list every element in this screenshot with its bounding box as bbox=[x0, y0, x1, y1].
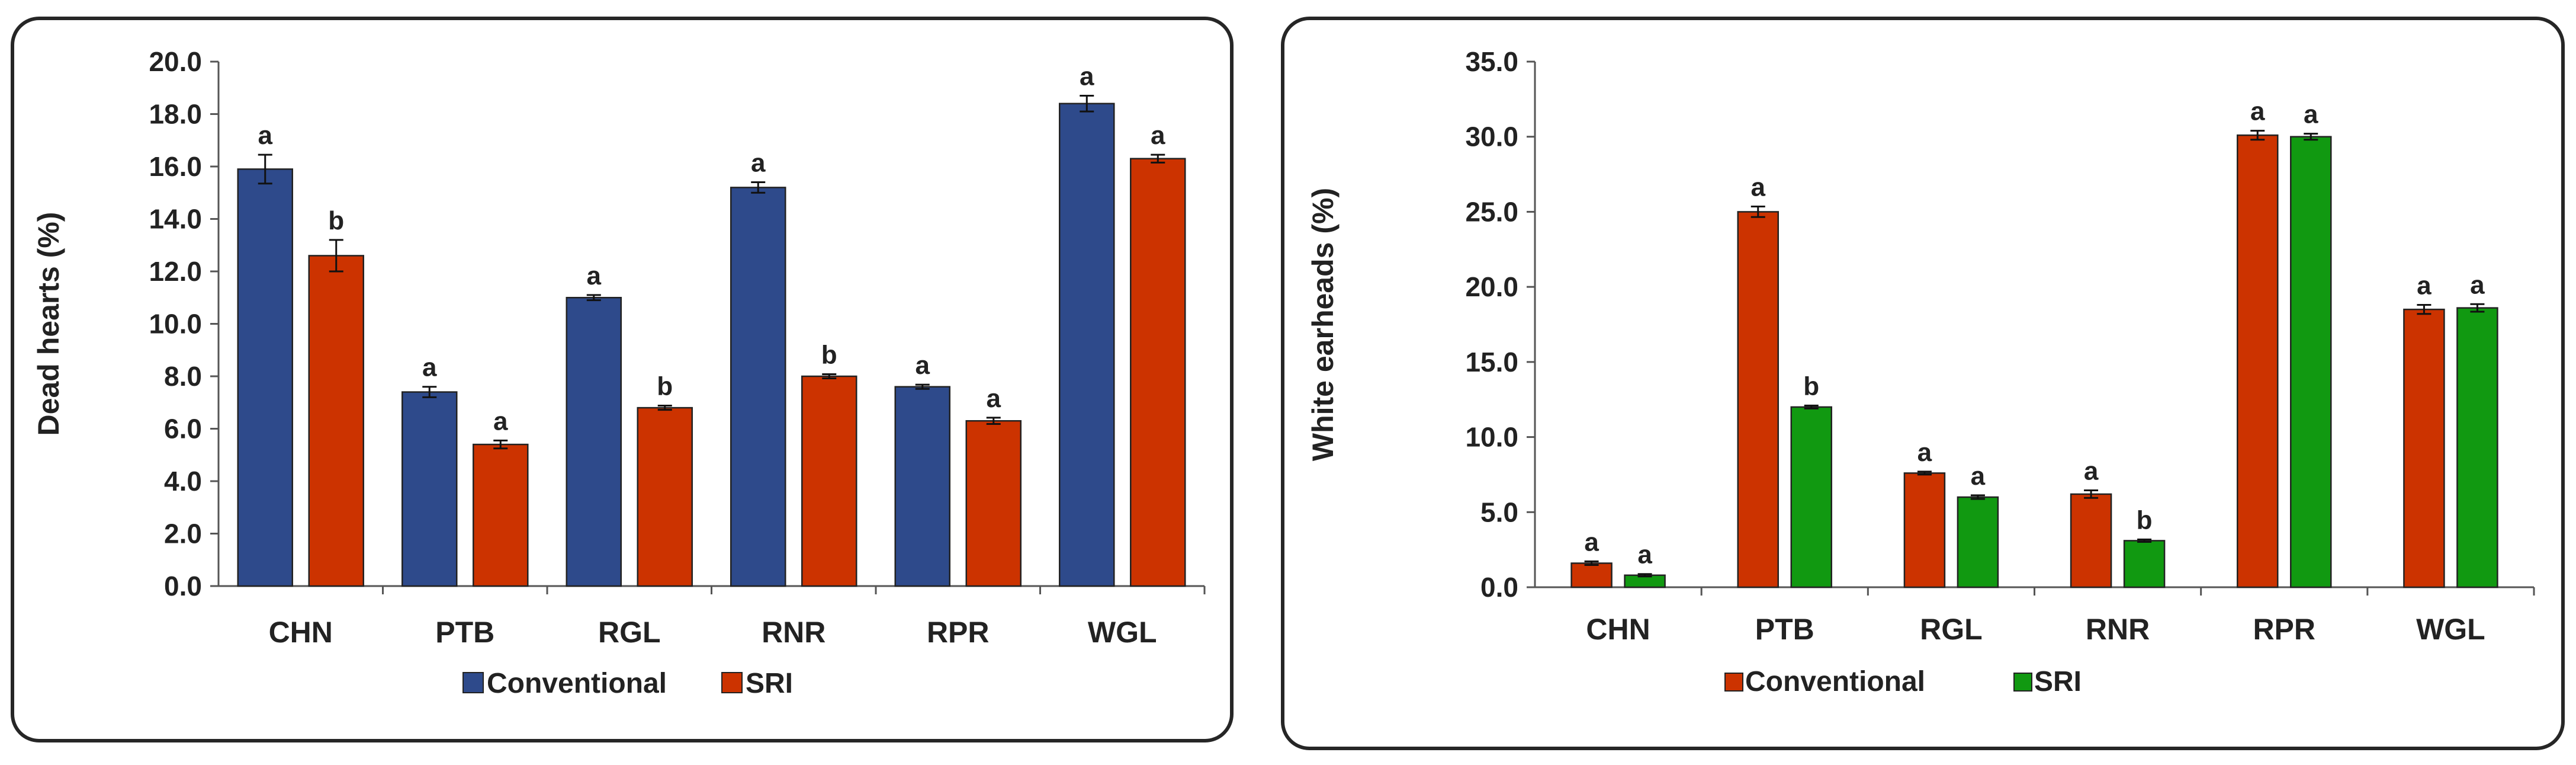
significance-letter: a bbox=[2250, 97, 2265, 126]
bar-conventional-chn bbox=[1570, 562, 1613, 588]
y-tick-label: 10.0 bbox=[149, 309, 202, 340]
significance-letter: a bbox=[587, 261, 602, 290]
bar-sri-wgl bbox=[2456, 307, 2498, 588]
y-tick-label: 18.0 bbox=[149, 99, 202, 130]
bar-conventional-rnr bbox=[730, 187, 786, 587]
bar-conventional-ptb bbox=[402, 391, 458, 587]
x-category-label: RNR bbox=[2086, 613, 2150, 646]
legend-label-sri: SRI bbox=[2034, 666, 2082, 697]
significance-letter: a bbox=[2417, 271, 2432, 300]
significance-letter: a bbox=[987, 384, 1001, 413]
x-category-label: RPR bbox=[2253, 613, 2315, 646]
significance-letter: a bbox=[2470, 270, 2485, 299]
x-category-label: RPR bbox=[927, 616, 990, 649]
significance-letter: a bbox=[1151, 121, 1165, 150]
significance-letter: b bbox=[2137, 505, 2153, 534]
x-category-label: CHN bbox=[1586, 613, 1650, 646]
dead-hearts-chart-panel: 0.0 2.0 4.0 6.0 8.0 10.0 12.0 14.0 16.0 18.0 20.0 D… bbox=[11, 17, 1234, 742]
bar-sri-rpr bbox=[2290, 136, 2332, 588]
y-tick-label: 0.0 bbox=[1480, 572, 1518, 603]
bar-sri-ptb bbox=[473, 443, 529, 587]
x-category-label: RGL bbox=[598, 616, 661, 649]
legend-swatch-conventional bbox=[462, 672, 484, 693]
y-tick-label: 0.0 bbox=[164, 571, 202, 601]
significance-letter: a bbox=[2304, 100, 2318, 129]
significance-letter: a bbox=[1080, 62, 1094, 91]
y-tick-label: 30.0 bbox=[1465, 121, 1518, 152]
significance-letter: a bbox=[1637, 540, 1652, 569]
significance-letter: a bbox=[751, 149, 766, 178]
x-category-label: PTB bbox=[435, 616, 494, 649]
y-tick-label: 25.0 bbox=[1465, 196, 1518, 227]
y-tick-label: 10.0 bbox=[1465, 422, 1518, 453]
legend-swatch-sri bbox=[721, 672, 743, 693]
significance-letter: b bbox=[1803, 372, 1819, 401]
legend-label-conventional: Conventional bbox=[487, 668, 667, 699]
bar-conventional-rgl bbox=[566, 297, 622, 587]
bar-sri-rnr bbox=[2123, 540, 2166, 588]
significance-letter: a bbox=[916, 351, 930, 380]
bar-sri-chn bbox=[308, 255, 364, 587]
bar-sri-ptb bbox=[1790, 406, 1832, 588]
significance-letter: a bbox=[1584, 527, 1599, 556]
y-tick-label: 14.0 bbox=[149, 204, 202, 235]
bar-sri-rgl bbox=[637, 406, 693, 587]
x-category-label: CHN bbox=[269, 616, 333, 649]
significance-letter: a bbox=[1971, 462, 1986, 491]
legend-label-sri: SRI bbox=[746, 668, 793, 699]
y-tick-label: 20.0 bbox=[1465, 271, 1518, 302]
significance-letter: a bbox=[258, 121, 273, 150]
y-tick-label: 15.0 bbox=[1465, 347, 1518, 377]
x-category-label: WGL bbox=[2416, 613, 2485, 646]
y-tick-label: 2.0 bbox=[164, 518, 202, 549]
bar-conventional-rpr bbox=[894, 386, 950, 587]
bar-conventional-rgl bbox=[1903, 472, 1946, 588]
bar-conventional-wgl bbox=[2403, 308, 2445, 588]
x-category-label: WGL bbox=[1088, 616, 1157, 649]
y-tick-label: 8.0 bbox=[164, 361, 202, 392]
legend-swatch-sri bbox=[2013, 673, 2032, 692]
bar-sri-rgl bbox=[1957, 496, 1999, 588]
y-tick-label: 12.0 bbox=[149, 256, 202, 287]
bar-sri-rpr bbox=[965, 420, 1022, 587]
significance-letter: a bbox=[422, 353, 437, 382]
y-tick-label: 35.0 bbox=[1465, 46, 1518, 77]
bar-conventional-wgl bbox=[1059, 103, 1115, 587]
bar-conventional-chn bbox=[237, 168, 293, 587]
bar-conventional-rpr bbox=[2237, 134, 2279, 588]
legend-label-conventional: Conventional bbox=[1745, 666, 1925, 697]
bar-conventional-ptb bbox=[1737, 211, 1779, 588]
x-category-label: PTB bbox=[1755, 613, 1814, 646]
significance-letter: a bbox=[493, 406, 508, 436]
significance-letter: b bbox=[328, 206, 344, 235]
bar-sri-wgl bbox=[1130, 158, 1186, 587]
x-category-label: RGL bbox=[1920, 613, 1983, 646]
significance-letter: a bbox=[2084, 457, 2099, 486]
significance-letter: b bbox=[657, 372, 673, 401]
significance-letter: a bbox=[1751, 173, 1766, 202]
y-tick-label: 5.0 bbox=[1480, 497, 1518, 527]
white-earheads-chart-panel: 0.0 5.0 10.0 15.0 20.0 25.0 30.0 35.0 White earh… bbox=[1281, 17, 2565, 750]
y-axis-title: Dead hearts (%) bbox=[32, 212, 65, 436]
significance-letter: b bbox=[821, 340, 837, 369]
y-tick-label: 4.0 bbox=[164, 466, 202, 497]
dead-hearts-chart: 0.0 2.0 4.0 6.0 8.0 10.0 12.0 14.0 16.0 18.0 20.0 D… bbox=[32, 46, 1206, 699]
y-tick-label: 20.0 bbox=[149, 46, 202, 77]
y-axis-title: White earheads (%) bbox=[1306, 188, 1340, 461]
y-tick-label: 6.0 bbox=[164, 414, 202, 444]
y-tick-label: 16.0 bbox=[149, 151, 202, 182]
bar-conventional-rnr bbox=[2070, 493, 2112, 588]
bar-sri-rnr bbox=[801, 375, 857, 587]
x-category-label: RNR bbox=[762, 616, 826, 649]
white-earheads-chart: 0.0 5.0 10.0 15.0 20.0 25.0 30.0 35.0 White earh… bbox=[1306, 46, 2535, 697]
significance-letter: a bbox=[1917, 438, 1932, 467]
legend-swatch-conventional bbox=[1724, 673, 1743, 692]
